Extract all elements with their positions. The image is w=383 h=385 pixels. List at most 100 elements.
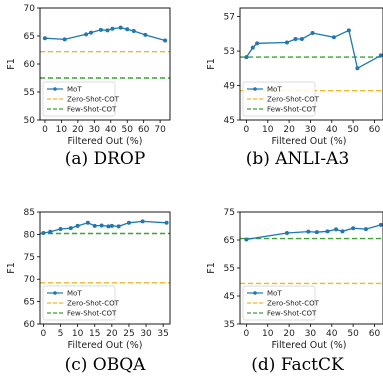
data-point: [299, 37, 304, 42]
data-point: [325, 229, 330, 234]
data-point: [109, 223, 114, 228]
y-tick-label: 80: [24, 230, 36, 240]
data-point: [346, 28, 351, 33]
data-point: [284, 231, 289, 235]
data-point: [62, 37, 67, 42]
legend-box: [42, 81, 116, 117]
x-tick-label: 10: [56, 125, 68, 135]
data-point: [140, 219, 145, 224]
data-point: [92, 223, 97, 228]
y-tick-label: 60: [24, 60, 36, 70]
x-tick-label: 40: [326, 329, 338, 339]
data-point: [378, 53, 383, 58]
legend-label: MoT: [67, 290, 82, 298]
x-tick-label: 20: [283, 125, 295, 135]
data-point: [143, 32, 148, 37]
data-point: [331, 35, 336, 40]
data-point: [255, 41, 260, 46]
x-tick-label: 35: [157, 329, 168, 339]
y-tick-label: 55: [24, 88, 35, 98]
data-point: [118, 25, 123, 30]
y-tick-label: 70: [24, 4, 36, 14]
data-point: [48, 229, 53, 234]
legend-box: [242, 81, 316, 117]
data-point: [334, 227, 339, 232]
x-axis-label: Filtered Out (%): [272, 136, 347, 147]
y-tick-label: 85: [24, 208, 35, 218]
y-axis-label: F1: [206, 262, 217, 274]
data-point: [75, 223, 80, 228]
y-tick-label: 65: [224, 236, 235, 246]
x-tick-label: 50: [121, 125, 133, 135]
y-tick-label: 45: [224, 292, 235, 302]
data-point: [355, 66, 360, 71]
y-tick-label: 65: [24, 32, 35, 42]
legend-label: Few-Shot-COT: [267, 310, 317, 318]
legend-label: Few-Shot-COT: [267, 106, 317, 114]
data-point: [110, 26, 115, 31]
chart-panel-2: 0 5 10 15 20 25 30 35 60 65 70 75 80 85 Filtered Out (…: [6, 208, 171, 375]
x-tick-label: 0: [244, 125, 250, 135]
subfigure-caption: (d) FactCK: [251, 355, 344, 375]
data-point: [89, 30, 94, 35]
y-tick-label: 75: [224, 208, 235, 218]
data-point: [378, 222, 383, 227]
data-point: [163, 38, 168, 43]
data-point: [314, 230, 319, 235]
series-line: [246, 224, 382, 241]
y-tick-label: 53: [224, 47, 235, 57]
y-tick-label: 70: [24, 275, 36, 285]
data-point: [244, 55, 249, 60]
data-point: [306, 229, 311, 234]
y-tick-label: 50: [24, 116, 36, 126]
data-point: [98, 27, 103, 32]
legend-label: Few-Shot-COT: [67, 310, 117, 318]
x-tick-label: 60: [369, 125, 381, 135]
chart-panel-3: 0 10 20 30 40 50 60 35 45 55 65 75 Filtered Out (%) F…: [206, 208, 383, 375]
data-point: [293, 37, 298, 42]
legend-box: [242, 285, 316, 321]
data-point: [250, 45, 255, 50]
legend-label: Few-Shot-COT: [67, 106, 117, 114]
data-point: [131, 28, 136, 33]
y-axis-label: F1: [6, 58, 17, 70]
y-tick-label: 75: [24, 253, 35, 263]
x-tick-label: 70: [154, 125, 166, 135]
legend-label: Zero-Shot-COT: [267, 300, 320, 308]
subfigure-caption: (b) ANLI-A3: [246, 149, 350, 169]
data-point: [99, 223, 104, 228]
y-axis-label: F1: [206, 58, 217, 70]
legend-marker: [53, 291, 57, 295]
data-point: [126, 220, 131, 225]
y-tick-label: 65: [24, 298, 35, 308]
data-point: [125, 27, 130, 32]
legend-marker: [253, 87, 257, 91]
data-point: [85, 220, 90, 225]
x-tick-label: 30: [305, 329, 317, 339]
x-tick-label: 0: [41, 329, 47, 339]
series-line: [43, 220, 167, 234]
subfigure-caption: (c) OBQA: [65, 355, 147, 375]
legend-label: MoT: [267, 290, 282, 298]
y-tick-label: 55: [224, 264, 235, 274]
x-tick-label: 0: [244, 329, 250, 339]
x-tick-label: 5: [58, 329, 64, 339]
x-tick-label: 10: [262, 125, 274, 135]
x-axis-label: Filtered Out (%): [68, 340, 143, 351]
x-axis-label: Filtered Out (%): [68, 136, 143, 147]
x-tick-label: 15: [89, 329, 100, 339]
data-point: [41, 231, 46, 236]
y-tick-label: 49: [224, 82, 236, 92]
data-point: [284, 40, 289, 45]
x-tick-label: 60: [369, 329, 381, 339]
x-tick-label: 30: [89, 125, 101, 135]
legend-label: Zero-Shot-COT: [67, 96, 120, 104]
data-point: [244, 237, 249, 242]
x-tick-label: 60: [138, 125, 150, 135]
series-line: [245, 29, 382, 70]
data-point: [106, 224, 111, 229]
chart-panel-0: 0 10 20 30 40 50 60 70 50 55 60 65 70 Filtered Out (%…: [6, 4, 171, 169]
x-tick-label: 0: [42, 125, 48, 135]
x-tick-label: 20: [72, 125, 84, 135]
